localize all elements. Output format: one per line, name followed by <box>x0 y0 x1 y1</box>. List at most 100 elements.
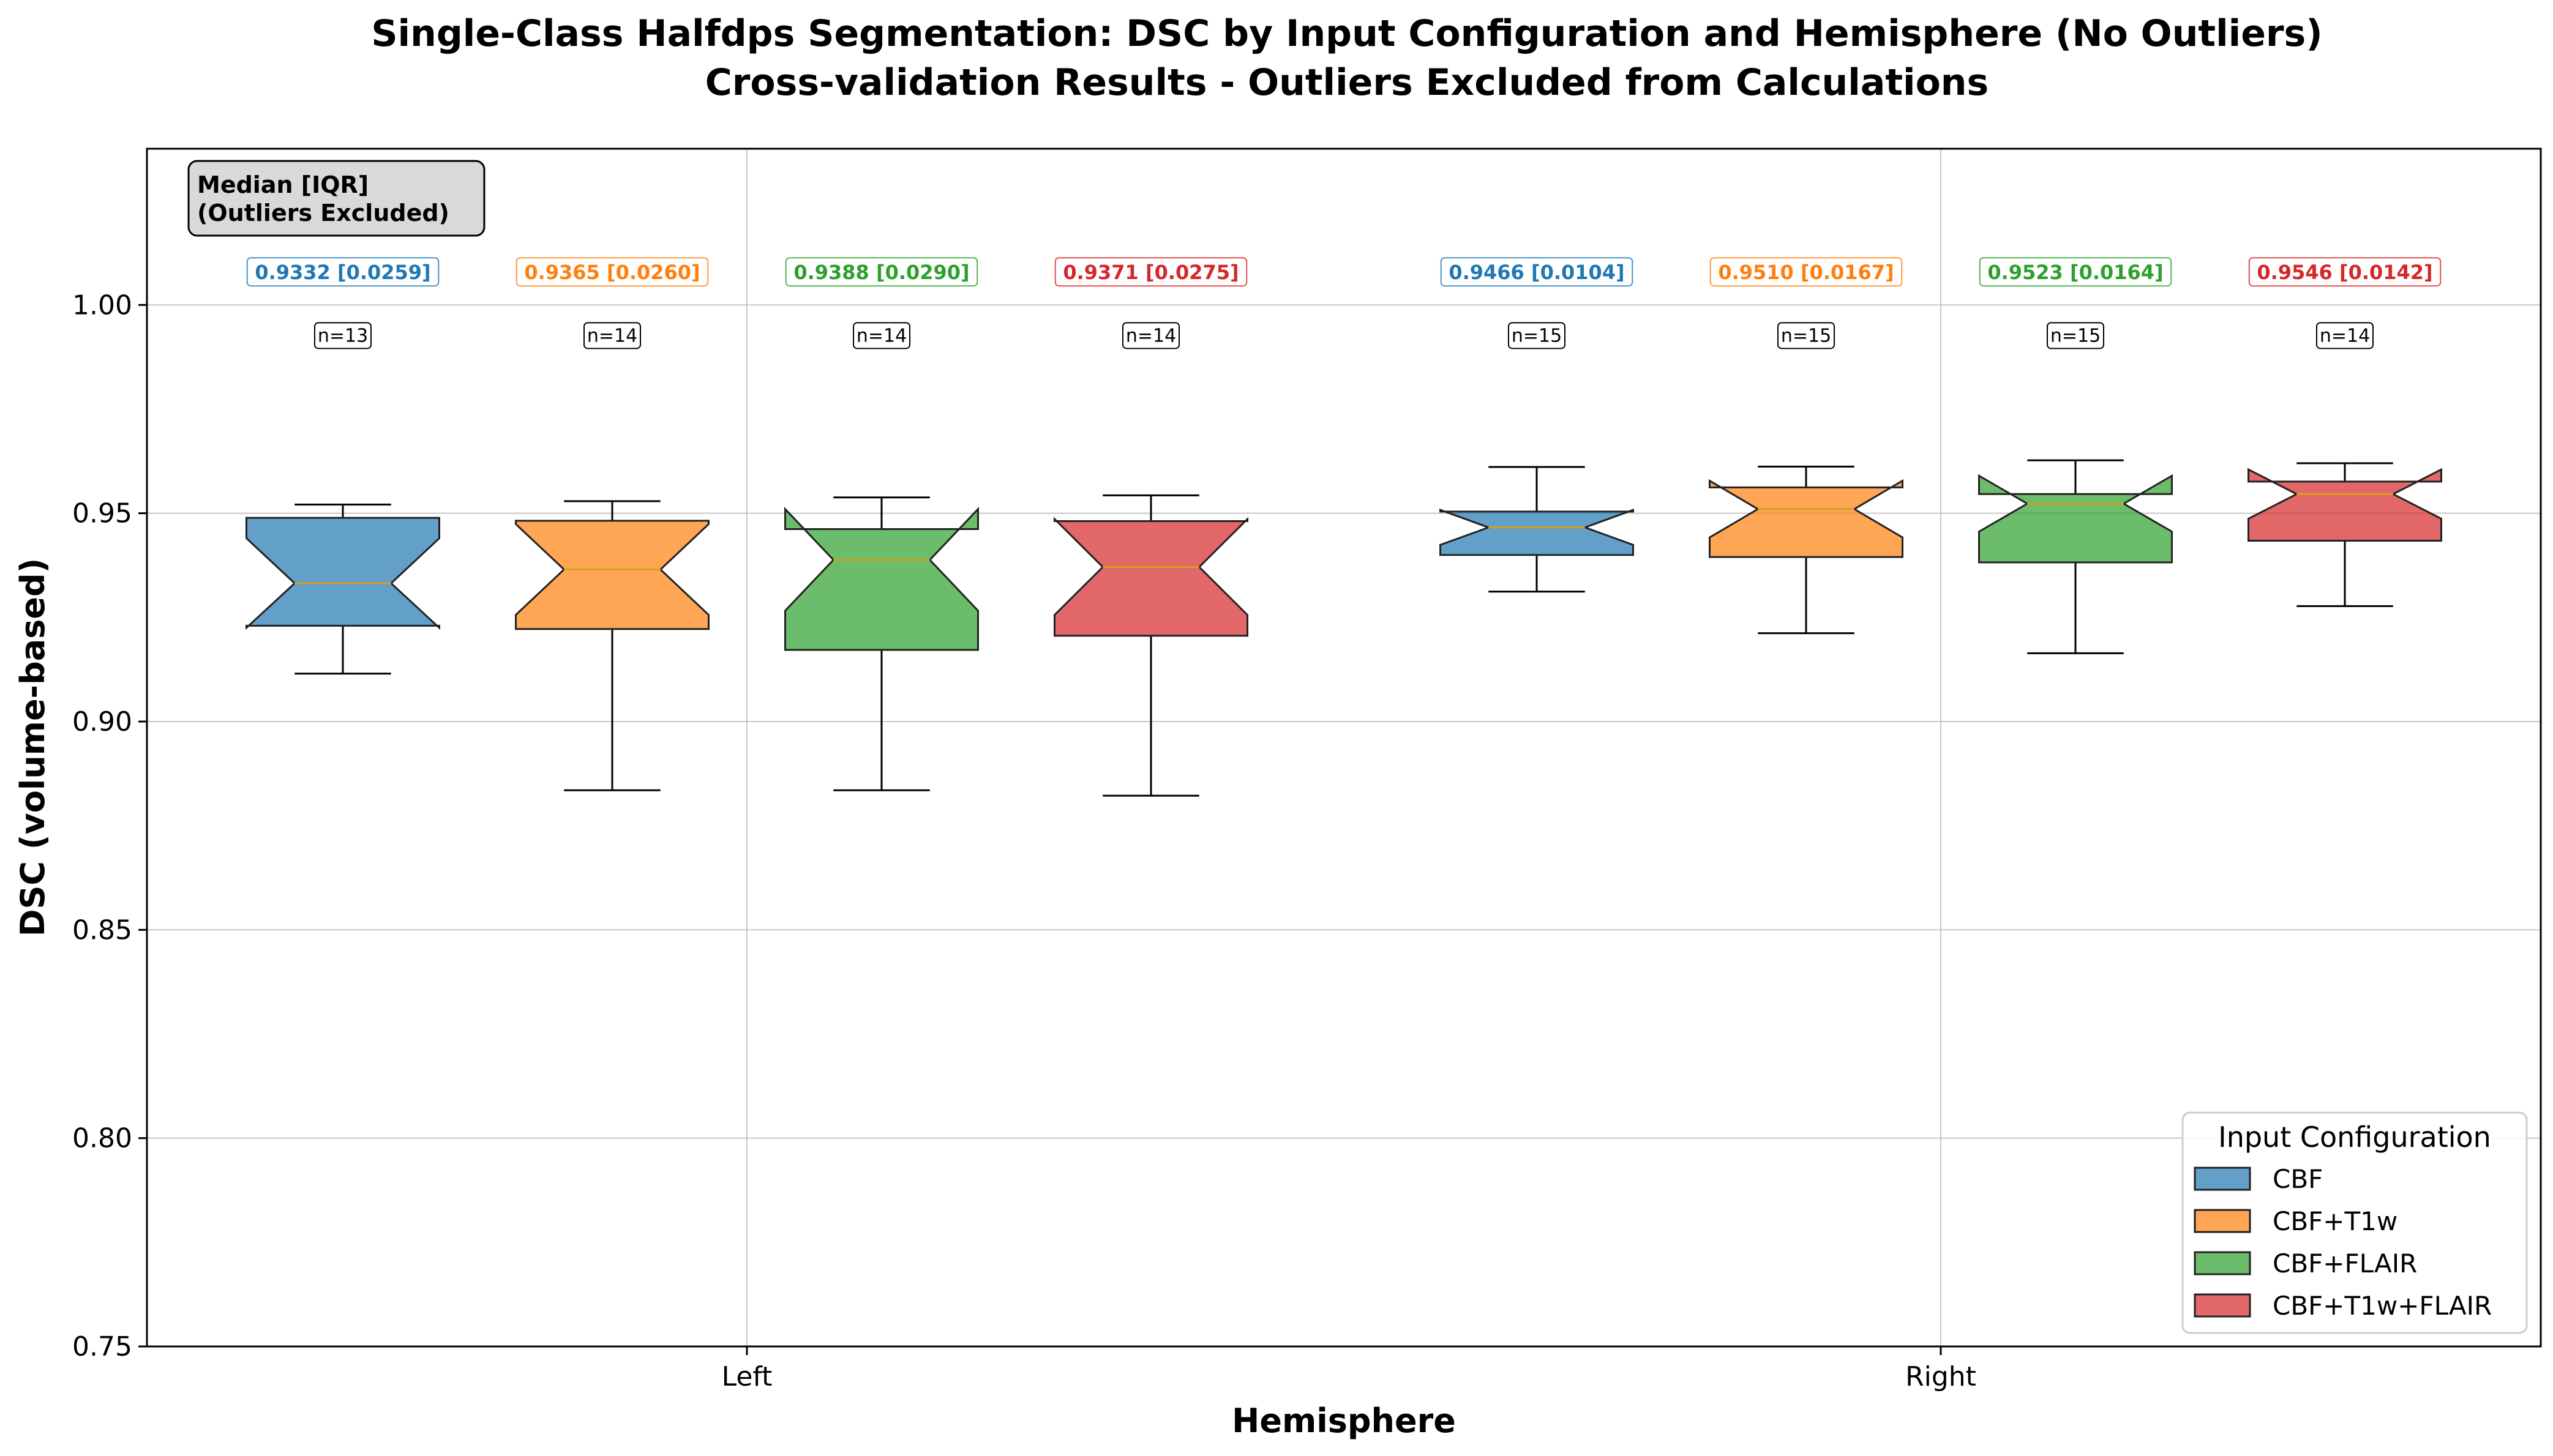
legend-swatch <box>2194 1167 2251 1191</box>
median-iqr-label: 0.9371 [0.0275] <box>1054 257 1248 287</box>
median-iqr-label-frame <box>1054 257 1248 287</box>
legend-entries: CBF CBF+T1w CBF+FLAIR CBF+T1w+FLAIR <box>2194 1164 2492 1321</box>
n-label-frame <box>583 322 641 349</box>
box-cbf-t1w-flair-right <box>2247 462 2442 607</box>
n-label-text: n=13 <box>318 325 368 346</box>
median-iqr-label: 0.9523 [0.0164] <box>1979 257 2172 287</box>
box-body <box>515 520 710 630</box>
legend-label: CBF <box>2273 1164 2323 1194</box>
box-cbf-flair-right <box>1978 459 2173 654</box>
median-iqr-label: 0.9388 [0.0290] <box>785 257 978 287</box>
x-axis-label: Hemisphere <box>1232 1402 1456 1440</box>
box-cbf-flair-left <box>784 496 979 791</box>
box-cbf-t1w-right <box>1709 465 1903 635</box>
boxes <box>246 459 2442 797</box>
median-iqr-label-text: 0.9332 [0.0259] <box>255 261 430 284</box>
median-iqr-label-frame <box>246 257 440 287</box>
median-iqr-label-text: 0.9388 [0.0290] <box>793 261 969 284</box>
n-label: n=15 <box>1777 322 1835 349</box>
n-label-text: n=14 <box>587 325 637 346</box>
chart-title: Single-Class Halfdps Segmentation: DSC b… <box>371 12 2322 55</box>
x-tick-label: Left <box>722 1361 773 1392</box>
median-iqr-label: 0.9546 [0.0142] <box>2248 257 2442 287</box>
n-label: n=14 <box>583 322 641 349</box>
box-body <box>2247 468 2442 542</box>
n-label-text: n=15 <box>2050 325 2101 346</box>
n-label: n=13 <box>314 322 372 349</box>
box-body <box>1054 517 1248 637</box>
legend-entry: CBF <box>2194 1164 2323 1194</box>
median-iqr-label-text: 0.9523 [0.0164] <box>1987 261 2163 284</box>
box-body <box>246 517 440 630</box>
stats-box-text: Median [IQR] (Outliers Excluded) <box>197 171 449 226</box>
n-label: n=14 <box>853 322 910 349</box>
median-iqr-label-frame <box>1440 257 1633 287</box>
median-iqr-label-frame <box>1979 257 2172 287</box>
y-tick-label: 0.75 <box>72 1331 132 1362</box>
legend-title: Input Configuration <box>2218 1121 2491 1154</box>
y-tick-label: 0.95 <box>72 498 132 529</box>
y-tick-label: 0.80 <box>72 1123 132 1154</box>
box-cbf-left <box>246 503 440 675</box>
median-iqr-label-text: 0.9466 [0.0104] <box>1449 261 1624 284</box>
median-iqr-label-text: 0.9365 [0.0260] <box>524 261 700 284</box>
median-iqr-label: 0.9466 [0.0104] <box>1440 257 1633 287</box>
legend: Input Configuration CBFCBF+T1wCBF+FLAIRC… <box>2181 1111 2528 1334</box>
y-tick-label: 0.90 <box>72 706 132 737</box>
legend-entry: CBF+T1w <box>2194 1206 2397 1236</box>
box-body <box>1439 509 1634 556</box>
median-iqr-label-text: 0.9371 [0.0275] <box>1063 261 1239 284</box>
n-label-text: n=15 <box>1512 325 1562 346</box>
median-iqr-label-frame <box>515 257 709 287</box>
x-tick-label: Right <box>1905 1361 1976 1392</box>
n-label-text: n=15 <box>1781 325 1831 346</box>
n-label: n=15 <box>2047 322 2104 349</box>
box-cbf-t1w-left <box>515 500 710 791</box>
n-label-frame <box>2047 322 2104 349</box>
n-label-frame <box>1777 322 1835 349</box>
median-iqr-label: 0.9332 [0.0259] <box>246 257 440 287</box>
y-axis-label: DSC (volume-based) <box>13 558 52 937</box>
axes: 0.75 0.80 0.85 0.90 0.95 1.00 Left Right <box>72 289 1976 1392</box>
box-cbf-right <box>1439 466 1634 593</box>
box-body <box>1978 474 2173 564</box>
n-label-frame <box>2316 322 2374 349</box>
legend-swatch <box>2194 1251 2251 1275</box>
n-label: n=14 <box>1122 322 1180 349</box>
n-label: n=14 <box>2316 322 2374 349</box>
box-cbf-t1w-flair-left <box>1054 494 1248 797</box>
legend-label: CBF+FLAIR <box>2273 1249 2417 1279</box>
n-label: n=15 <box>1508 322 1565 349</box>
n-label-frame <box>1122 322 1180 349</box>
plot-frame <box>146 147 2542 1348</box>
annotations: 0.9332 [0.0259] n=13 0.9466 [0.0104] n=15 0.… <box>246 257 2442 349</box>
legend-swatch <box>2194 1293 2251 1318</box>
median-iqr-label-text: 0.9546 [0.0142] <box>2257 261 2432 284</box>
legend-entry: CBF+FLAIR <box>2194 1249 2417 1279</box>
y-tick-label: 0.85 <box>72 914 132 946</box>
stats-box: Median [IQR] (Outliers Excluded) <box>187 160 485 237</box>
legend-label: CBF+T1w+FLAIR <box>2273 1291 2492 1321</box>
box-body <box>784 507 979 651</box>
n-label-text: n=14 <box>857 325 907 346</box>
legend-swatch <box>2194 1209 2251 1233</box>
n-label-frame <box>853 322 910 349</box>
median-iqr-label: 0.9510 [0.0167] <box>1709 257 1903 287</box>
n-label-text: n=14 <box>2320 325 2370 346</box>
n-label-frame <box>314 322 372 349</box>
median-iqr-label: 0.9365 [0.0260] <box>515 257 709 287</box>
chart-subtitle: Cross-validation Results - Outliers Excl… <box>705 61 1989 104</box>
n-label-text: n=14 <box>1126 325 1176 346</box>
median-iqr-label-frame <box>2248 257 2442 287</box>
legend-frame <box>2181 1111 2528 1334</box>
legend-entry: CBF+T1w+FLAIR <box>2194 1291 2492 1321</box>
median-iqr-label-frame <box>1709 257 1903 287</box>
median-iqr-label-text: 0.9510 [0.0167] <box>1718 261 1894 284</box>
legend-label: CBF+T1w <box>2273 1206 2397 1236</box>
box-body <box>1709 479 1903 558</box>
y-tick-label: 1.00 <box>72 289 132 321</box>
n-label-frame <box>1508 322 1565 349</box>
